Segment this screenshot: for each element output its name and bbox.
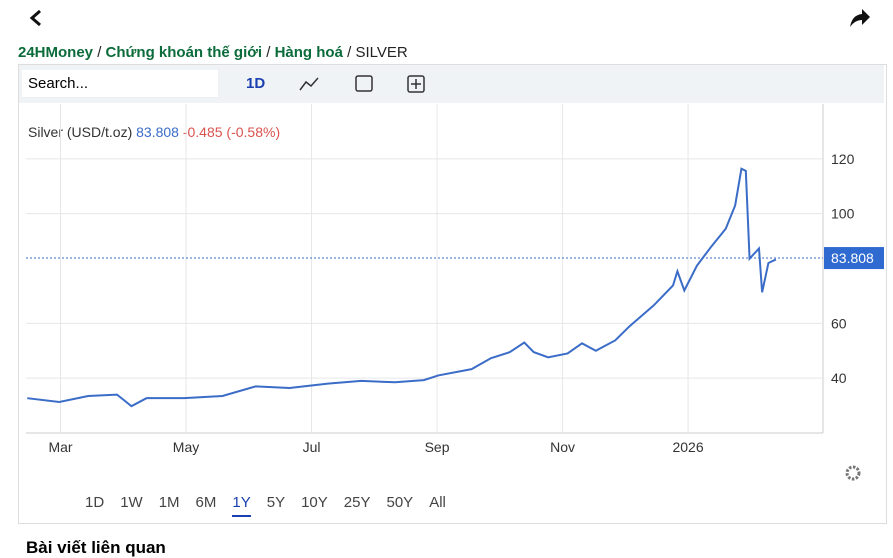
range-button[interactable]: 10Y <box>301 494 328 511</box>
range-button[interactable]: 5Y <box>266 494 286 511</box>
search-input[interactable]: Search... <box>22 70 218 98</box>
range-button[interactable]: 6M <box>195 494 217 511</box>
legend-price: 83.808 <box>136 124 179 140</box>
range-button[interactable]: 1Y <box>232 494 251 517</box>
range-button[interactable]: 1D <box>85 494 105 511</box>
crumb[interactable]: 24HMoney <box>18 44 94 61</box>
legend-name: Silver (USD/t.oz) <box>28 124 132 140</box>
calendar-icon[interactable] <box>355 75 373 92</box>
x-tick-label: Nov <box>550 439 575 455</box>
chart: Silver (USD/t.oz) 83.808 -0.485 (-0.58%)… <box>26 104 884 481</box>
x-tick-label: May <box>173 439 199 455</box>
last-price-label: 83.808 <box>831 250 874 266</box>
crumb: SILVER <box>355 44 408 61</box>
range-button[interactable]: 25Y <box>343 494 371 511</box>
breadcrumb: 24HMoney / Chứng khoán thế giới / Hàng h… <box>18 44 408 61</box>
y-tick-label: 40 <box>831 370 847 386</box>
legend-change: -0.485 (-0.58%) <box>183 124 280 140</box>
add-icon[interactable] <box>407 75 425 93</box>
chart-type-icon[interactable] <box>299 77 319 91</box>
back-icon[interactable] <box>29 9 41 27</box>
range-button[interactable]: All <box>429 494 446 511</box>
x-tick-label: 2026 <box>672 439 703 455</box>
x-tick-label: Sep <box>425 439 450 455</box>
range-button[interactable]: 50Y <box>386 494 414 511</box>
top-bar <box>29 9 870 27</box>
x-tick-label: Mar <box>48 439 72 455</box>
range-buttons: 1D 1W 1M 6M 1Y 5Y 10Y 25Y 50Y All <box>85 494 462 517</box>
chart-widget <box>18 64 887 524</box>
y-tick-label: 120 <box>831 151 855 167</box>
toolbar-icons <box>299 75 425 93</box>
settings-icon[interactable] <box>845 465 861 481</box>
legend: Silver (USD/t.oz) 83.808 -0.485 (-0.58%) <box>28 124 280 140</box>
share-icon[interactable] <box>850 9 870 27</box>
crumb[interactable]: Hàng hoá <box>274 44 343 61</box>
interval-button[interactable]: 1D <box>246 75 266 92</box>
x-tick-label: Jul <box>303 439 321 455</box>
crumb[interactable]: Chứng khoán thế giới <box>105 44 263 61</box>
related-heading: Bài viết liên quan <box>26 538 166 557</box>
y-tick-label: 60 <box>831 315 847 331</box>
range-button[interactable]: 1W <box>120 494 143 511</box>
price-line <box>27 167 777 408</box>
y-tick-label: 100 <box>831 206 855 222</box>
last-price-box <box>824 247 884 270</box>
range-button[interactable]: 1M <box>158 494 180 511</box>
